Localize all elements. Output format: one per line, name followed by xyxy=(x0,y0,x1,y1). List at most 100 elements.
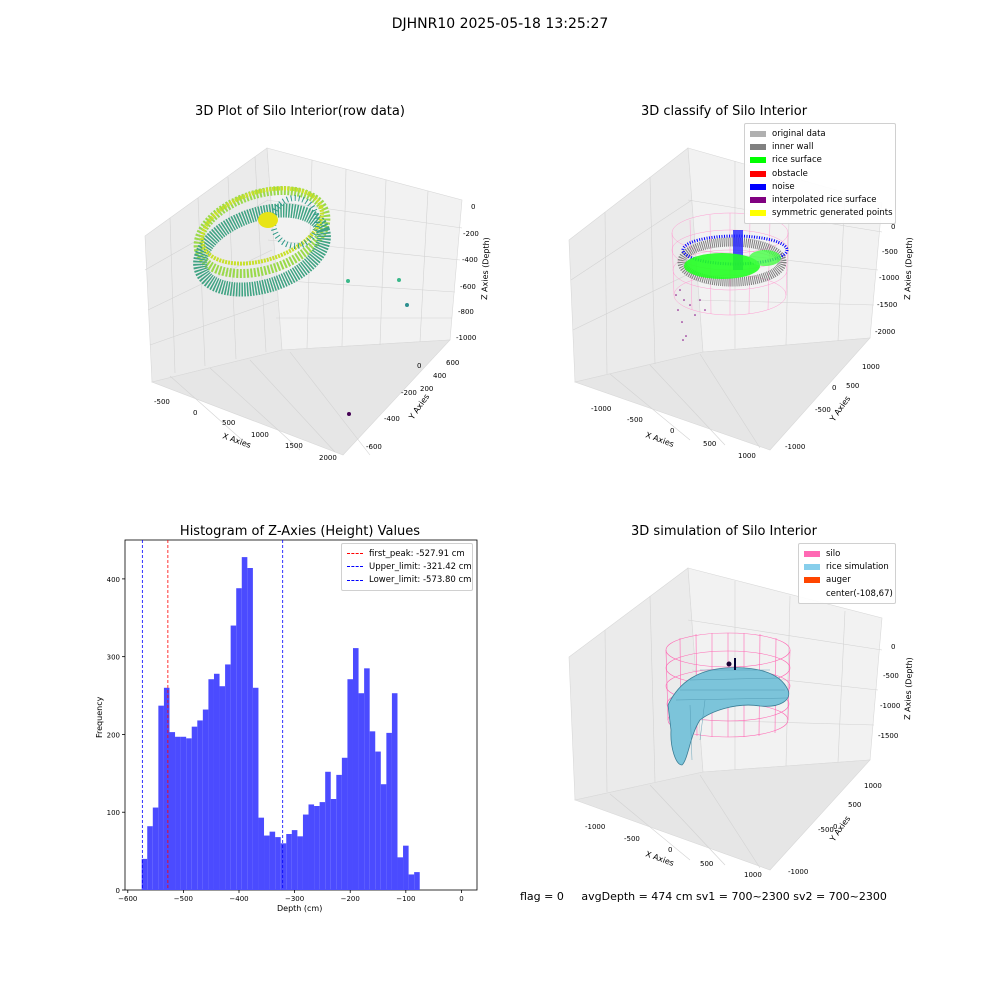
raw-back-wall-right xyxy=(266,147,463,351)
simulation-ytick: 0 xyxy=(833,823,837,831)
classify-ytick: 500 xyxy=(846,382,859,390)
stats-text: avgDepth = 474 cm sv1 = 700~2300 sv2 = 7… xyxy=(581,890,887,903)
histogram-bar xyxy=(175,736,181,890)
histogram-bar xyxy=(386,732,392,890)
classify-ytick: 0 xyxy=(832,384,836,392)
simulation-xtick: 0 xyxy=(668,846,672,854)
histogram-bar xyxy=(358,693,365,890)
histogram-bar xyxy=(380,784,387,890)
histogram-bar xyxy=(319,802,326,890)
simulation-xtick: 1000 xyxy=(744,871,762,879)
histogram-title: Histogram of Z-Axies (Height) Values xyxy=(179,524,421,539)
legend-auger: auger xyxy=(804,574,890,587)
legend-upper-limit: Upper_limit: -321.42 cm xyxy=(347,560,472,573)
raw-xtick: 1500 xyxy=(285,442,303,450)
histogram-xlabel: Depth (cm) xyxy=(277,904,322,913)
legend-original-data: original data xyxy=(750,127,890,140)
simulation-auger xyxy=(726,658,736,670)
status-footer: flag = 0 avgDepth = 474 cm sv1 = 700~230… xyxy=(520,890,887,903)
simulation-ytick: 500 xyxy=(848,801,861,809)
classify-ztick: -1000 xyxy=(879,274,899,282)
histogram-bar xyxy=(230,625,237,890)
histogram-bar xyxy=(197,720,203,890)
raw-point-cluster-yellow xyxy=(258,212,278,228)
simulation-ztick: -1000 xyxy=(880,702,900,710)
classify-xtick: -500 xyxy=(627,416,643,424)
histogram-bar xyxy=(252,687,259,890)
classify-xlabel: X Axies xyxy=(644,430,675,449)
histogram-bar xyxy=(280,843,287,890)
raw-ytick: 0 xyxy=(417,362,421,370)
raw-ztick: -400 xyxy=(462,256,478,264)
classify-ztick: -1500 xyxy=(877,301,897,309)
raw-point-ring-top xyxy=(200,186,324,266)
classify-plot-title: 3D classify of Silo Interior xyxy=(640,104,808,119)
histogram-bar xyxy=(364,668,370,890)
figure-title: DJHNR10 2025-05-18 13:25:27 xyxy=(391,16,609,32)
simulation-rice-mesh xyxy=(675,669,789,761)
histogram-xtick: −500 xyxy=(174,895,193,903)
legend-lower-limit: Lower_limit: -573.80 cm xyxy=(347,574,471,587)
histogram-bar xyxy=(269,831,276,890)
histogram-bar xyxy=(236,588,242,890)
classify-noise-column xyxy=(733,230,743,270)
simulation-rice-surface xyxy=(667,667,790,766)
raw-ytick: -200 xyxy=(401,389,417,397)
histogram-ytick: 0 xyxy=(116,887,120,895)
histogram-bar xyxy=(241,557,248,890)
simulation-xtick: -1000 xyxy=(585,823,605,831)
histogram-bar xyxy=(191,726,198,890)
simulation-grid xyxy=(604,581,883,869)
histogram-bar xyxy=(325,771,331,890)
raw-xtick: 2000 xyxy=(319,454,337,462)
raw-ztick: -1000 xyxy=(456,334,476,342)
histogram-bar xyxy=(158,705,164,890)
simulation-ztick: 0 xyxy=(891,643,895,651)
histogram-legend: first_peak: -527.91 cm Upper_limit: -321… xyxy=(341,543,473,591)
simulation-xtick: -500 xyxy=(624,835,640,843)
simulation-legend: silo rice simulation auger center(-108,6… xyxy=(798,543,896,605)
raw-point-ring-inner xyxy=(193,203,331,297)
raw-ytick: 600 xyxy=(446,359,459,367)
histogram-bar xyxy=(347,679,353,890)
histogram-xtick: −300 xyxy=(285,895,304,903)
simulation-y-ticks: -1000 -500 0 500 1000 xyxy=(788,782,882,876)
classify-ztick: -500 xyxy=(882,248,898,256)
raw-ztick: -600 xyxy=(460,283,476,291)
simulation-silo-wireframe xyxy=(665,632,791,738)
classify-ztick: -2000 xyxy=(875,328,895,336)
histogram-xtick: −600 xyxy=(118,895,137,903)
simulation-xtick: 500 xyxy=(700,860,713,868)
histogram-bar xyxy=(147,826,153,890)
histogram-reference-lines xyxy=(141,540,284,890)
histogram-bar xyxy=(180,736,187,890)
classify-legend: original data inner wall rice surface ob… xyxy=(744,123,896,225)
raw-ytick: -600 xyxy=(366,443,382,451)
raw-outlier-point xyxy=(346,279,350,283)
classify-ztick: 0 xyxy=(891,223,895,231)
histogram-bar xyxy=(403,845,409,890)
classify-noise-ring xyxy=(681,234,789,266)
histogram-bar xyxy=(308,804,315,890)
legend-silo: silo xyxy=(804,547,890,560)
simulation-ytick: -500 xyxy=(818,826,834,834)
histogram-bar xyxy=(414,872,420,890)
raw-xtick: 1000 xyxy=(251,431,269,439)
legend-interpolated-rice-surface: interpolated rice surface xyxy=(750,193,890,206)
histogram-bar xyxy=(275,837,281,890)
classify-back-wall-left xyxy=(568,147,704,383)
histogram-ytick: 100 xyxy=(107,809,120,817)
legend-first-peak: first_peak: -527.91 cm xyxy=(347,547,467,560)
histogram-bar xyxy=(408,874,415,890)
simulation-xlabel: X Axies xyxy=(644,849,675,868)
histogram-axes-frame xyxy=(124,539,478,891)
raw-ztick: -200 xyxy=(463,230,479,238)
raw-floor xyxy=(150,339,451,456)
legend-rice-surface: rice surface xyxy=(750,154,890,167)
raw-ztick: 0 xyxy=(471,203,475,211)
histogram-bar xyxy=(314,806,320,890)
simulation-back-wall-left xyxy=(568,567,704,801)
classify-ytick: -1000 xyxy=(785,443,805,451)
classify-rice-surface-right xyxy=(749,250,781,266)
legend-obstacle: obstacle xyxy=(750,167,890,180)
